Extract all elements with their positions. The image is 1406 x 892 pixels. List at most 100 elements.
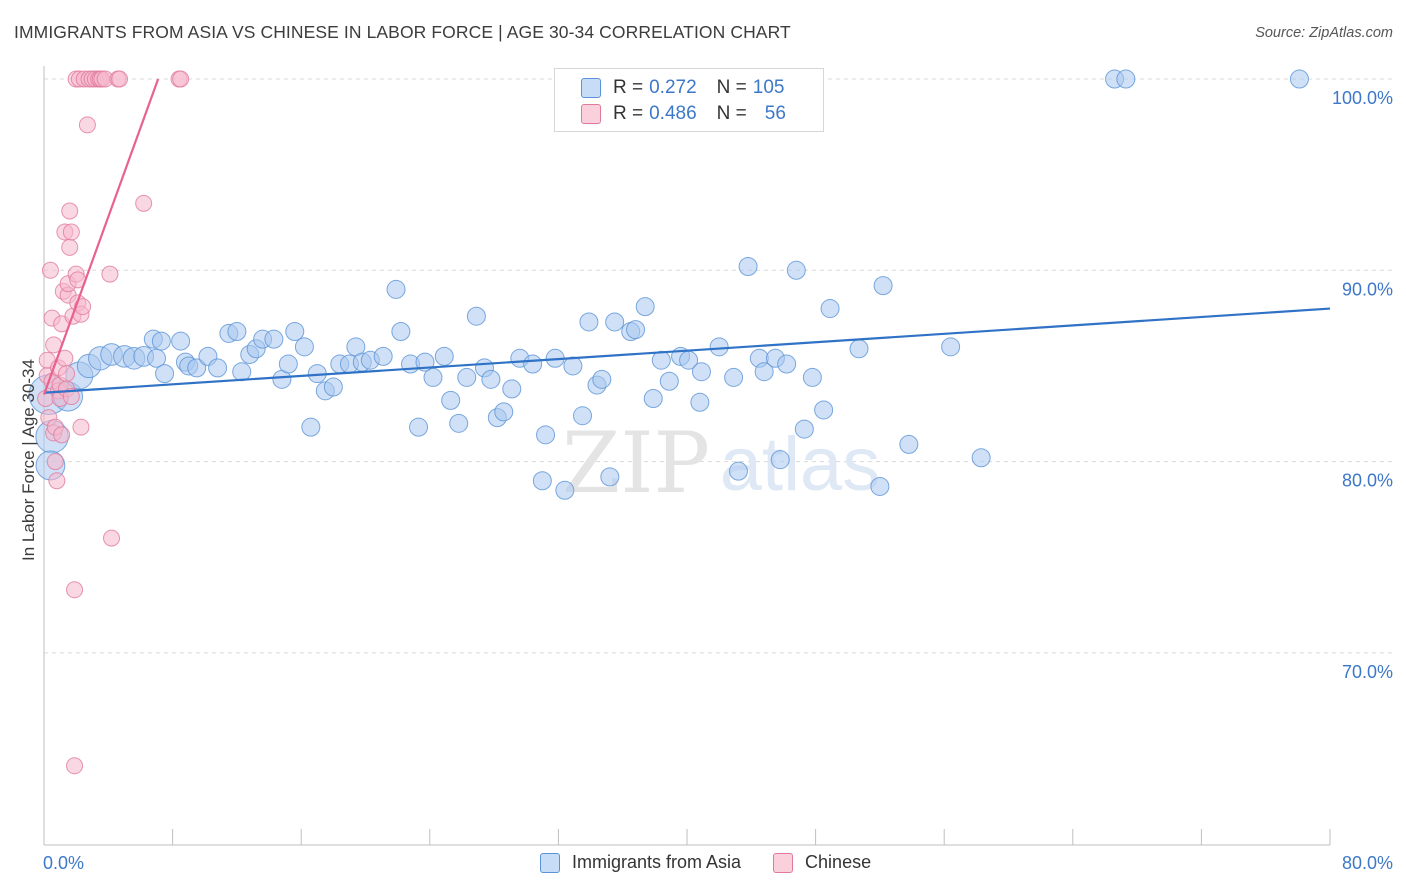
asia-point [151,331,171,351]
chinese-point [101,265,119,283]
asia-point [777,354,797,374]
watermark-zip: ZIP [562,414,710,512]
chinese-point [135,194,153,212]
chinese-point [111,70,129,88]
asia-point [563,356,583,376]
chinese-point [58,365,76,383]
asia-trend-line [43,307,1331,394]
asia-point [208,358,228,378]
asia-point [301,417,321,437]
legend-swatch-asia [581,78,601,98]
asia-point [523,354,543,374]
asia-point [814,400,834,420]
x-tick-label: 0.0% [43,853,84,873]
chinese-point [41,261,59,279]
chart-title: IMMIGRANTS FROM ASIA VS CHINESE IN LABOR… [14,22,791,42]
correlation-legend: R = 0.272 N = 105 R = 0.486 N = 56 [554,68,824,132]
legend-n-value-chinese: 56 [764,103,786,124]
legend-r-label: R = [613,77,644,98]
asia-point [285,322,305,342]
asia-point [849,339,869,359]
asia-point [373,346,393,366]
asia-point [227,322,247,342]
asia-point [434,346,454,366]
asia-point [457,367,477,387]
chinese-point [62,223,80,241]
asia-point [802,367,822,387]
asia-point [709,337,729,357]
asia-point [155,364,175,384]
legend-r-label: R = [613,103,644,124]
asia-point [635,297,655,317]
legend-row-chinese: R = 0.486 N = 56 [581,102,786,126]
chinese-point [66,757,84,775]
asia-point [171,331,191,351]
asia-point [409,417,429,437]
asia-point [532,471,552,491]
asia-point [386,279,406,299]
chinese-point [48,472,66,490]
asia-point [643,388,663,408]
asia-point [502,379,522,399]
asia-point [278,354,298,374]
y-tick-label: 90.0% [1342,279,1393,299]
legend-n-value-asia: 105 [752,77,785,98]
asia-point [728,461,748,481]
asia-point [971,448,991,468]
asia-point [724,367,744,387]
asia-point [1116,69,1136,89]
chinese-point [74,298,92,316]
chinese-point [72,418,90,436]
legend-row-asia: R = 0.272 N = 105 [581,76,784,100]
legend-item-asia[interactable]: Immigrants from Asia [540,852,741,873]
asia-point [536,425,556,445]
asia-point [659,371,679,391]
asia-point [592,369,612,389]
legend-r-value-asia: 0.272 [649,77,697,98]
asia-point [147,348,167,368]
asia-point [600,467,620,487]
source-label: Source: ZipAtlas.com [1255,25,1393,41]
asia-point [605,312,625,332]
asia-point [738,256,758,276]
asia-point [691,362,711,382]
asia-point [754,362,774,382]
legend-swatch-chinese [773,852,794,873]
asia-point [294,337,314,357]
chinese-point [53,426,71,444]
asia-point [391,322,411,342]
legend-label-asia: Immigrants from Asia [572,852,742,872]
chinese-point [61,202,79,220]
series-legend: Immigrants from Asia Chinese [540,852,903,873]
chinese-point [172,70,190,88]
asia-point [870,476,890,496]
asia-point [579,312,599,332]
x-tick-label: 80.0% [1342,853,1393,873]
y-tick-label: 80.0% [1342,471,1393,491]
asia-point [466,306,486,326]
asia-point [626,320,646,340]
asia-point [820,299,840,319]
asia-point [232,362,252,382]
asia-point [786,260,806,280]
chinese-point [66,581,84,599]
chinese-point [61,238,79,256]
asia-point [441,390,461,410]
legend-swatch-chinese [581,104,601,124]
chinese-point [46,453,64,471]
asia-point [494,402,514,422]
legend-n-label: N = [716,103,747,124]
asia-point [651,350,671,370]
legend-swatch-asia [540,852,560,873]
asia-point [481,369,501,389]
legend-item-chinese[interactable]: Chinese [773,852,871,873]
asia-point [899,434,919,454]
legend-n-label: N = [716,77,747,98]
y-axis-label: In Labor Force | Age 30-34 [19,359,38,561]
asia-point [323,377,343,397]
chinese-point [78,116,96,134]
chinese-point [62,388,80,406]
asia-point [794,419,814,439]
chinese-trend-line [42,78,160,396]
